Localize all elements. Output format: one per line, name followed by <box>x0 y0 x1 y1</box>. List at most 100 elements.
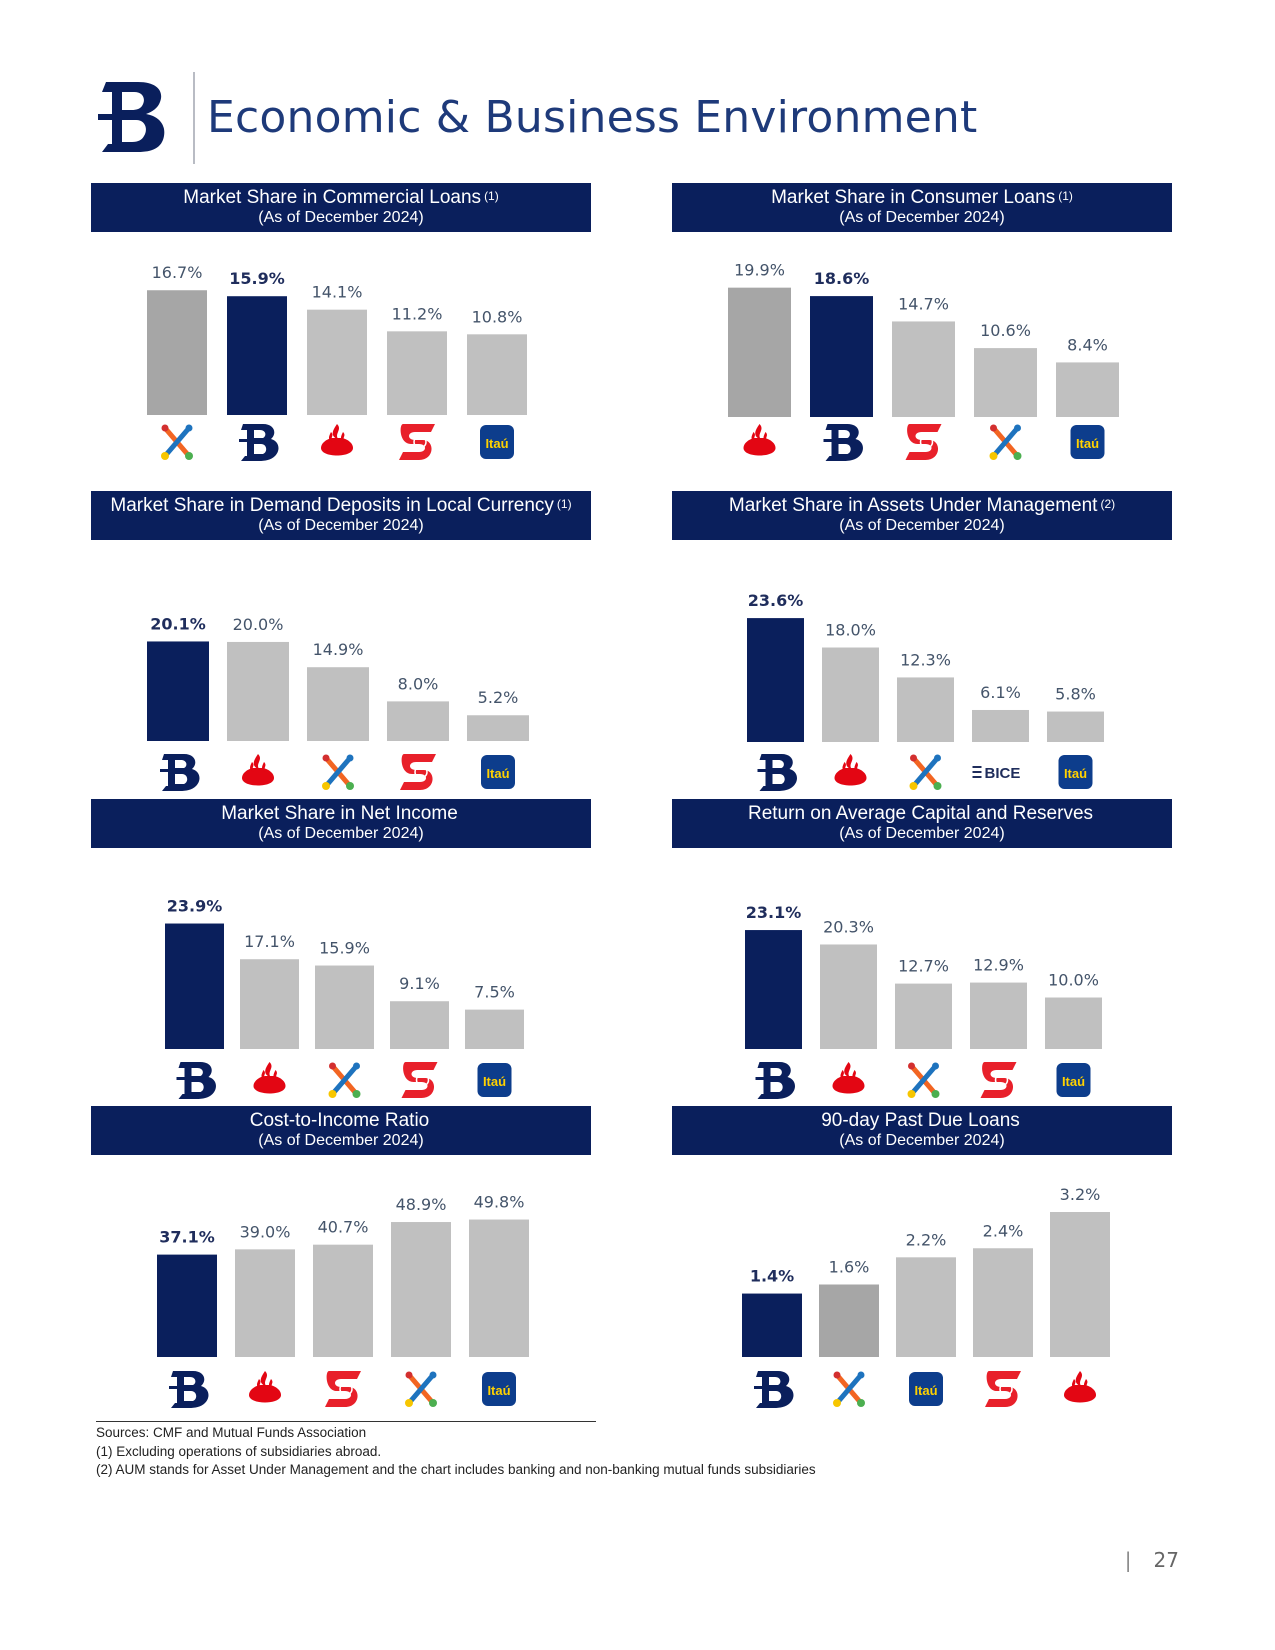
bci-logo-icon <box>989 424 1022 460</box>
data-label: 16.7% <box>152 263 203 282</box>
bar-ita <box>1047 711 1104 742</box>
bar-scotiabank <box>892 321 955 417</box>
data-label: 39.0% <box>240 1222 291 1241</box>
bar-bice <box>972 709 1029 742</box>
footnote-ref: (1) <box>1058 189 1073 203</box>
itau-logo-text: Itaú <box>914 1383 937 1398</box>
bci-logo-icon <box>161 424 193 460</box>
itau-logo-text: Itaú <box>1062 1074 1085 1089</box>
page-title: Economic & Business Environment <box>207 92 978 143</box>
data-label: 1.4% <box>750 1267 794 1286</box>
bar-bci <box>897 677 954 742</box>
data-label: 11.2% <box>392 304 443 323</box>
bar-santander <box>1050 1212 1110 1357</box>
data-label: 18.6% <box>814 269 870 288</box>
panel-subtitle: (As of December 2024) <box>839 825 1005 842</box>
banco-de-chile-logo-icon <box>169 1371 209 1408</box>
itau-logo-text: Itaú <box>1076 436 1099 451</box>
data-label: 23.9% <box>167 897 223 916</box>
data-label: 48.9% <box>396 1195 447 1214</box>
santander-logo-icon <box>743 424 776 456</box>
bar-scotiabank <box>390 1001 449 1049</box>
scotiabank-logo-icon <box>399 424 435 460</box>
itau-logo-text: Itaú <box>485 436 508 451</box>
banco-de-chile-logo-icon <box>754 1371 794 1408</box>
santander-logo-icon <box>253 1062 286 1094</box>
ita-logo-icon: Itaú <box>480 425 514 459</box>
panel-title: Return on Average Capital and Reserves <box>747 803 1094 824</box>
bar-bci <box>895 983 952 1049</box>
data-label: 1.6% <box>829 1258 870 1277</box>
bar-bci <box>819 1284 879 1357</box>
panel-subtitle: (As of December 2024) <box>258 517 424 534</box>
banco-de-chile-logo-icon <box>239 424 279 461</box>
banco-de-chile-logo-icon <box>176 1062 216 1099</box>
data-label: 23.6% <box>748 591 804 610</box>
bar-banco-de-chile <box>165 923 224 1049</box>
data-label: 40.7% <box>318 1218 369 1237</box>
ita-logo-icon: Itaú <box>481 755 515 789</box>
bar-banco-de-chile <box>147 641 209 741</box>
scotiabank-logo-icon <box>401 1062 438 1098</box>
bar-santander <box>728 287 791 417</box>
data-label: 20.1% <box>150 614 206 633</box>
data-label: 23.1% <box>746 903 802 922</box>
footnote-ref: (1) <box>484 189 499 203</box>
itau-logo-text: Itaú <box>486 766 509 781</box>
chart-panel-commercial-loans: Market Share in Commercial Loans (1) (As … <box>91 183 591 483</box>
data-label: 20.0% <box>233 615 284 634</box>
data-label: 5.2% <box>478 688 519 707</box>
bar-ita <box>896 1257 956 1357</box>
chart-panel-demand-deposits: Market Share in Demand Deposits in Local… <box>91 491 591 791</box>
santander-logo-icon <box>242 754 274 786</box>
santander-logo-icon <box>249 1371 281 1403</box>
bar-banco-de-chile <box>747 618 804 742</box>
panel-title: Market Share in Demand Deposits in Local… <box>110 495 554 516</box>
chart-panel-return-on-capital: Return on Average Capital and Reserves (… <box>672 799 1172 1099</box>
bar-ita <box>469 1219 529 1357</box>
itau-logo-text: Itaú <box>487 1383 510 1398</box>
bar-ita <box>1045 997 1102 1049</box>
panel-subtitle: (As of December 2024) <box>839 517 1005 534</box>
bar-scotiabank <box>313 1244 373 1357</box>
data-label: 14.1% <box>312 283 363 302</box>
bar-santander <box>240 959 299 1049</box>
bar-banco-de-chile <box>157 1254 217 1357</box>
chart-panel-cost-to-income: Cost-to-Income Ratio (As of December 202… <box>91 1106 591 1408</box>
ita-logo-icon: Itaú <box>1058 755 1093 789</box>
bar-scotiabank <box>387 701 449 741</box>
panel-header: Cost-to-Income Ratio (As of December 202… <box>91 1106 591 1155</box>
panel-header: Market Share in Demand Deposits in Local… <box>91 491 591 540</box>
data-label: 8.4% <box>1067 335 1108 354</box>
data-label: 3.2% <box>1060 1185 1101 1204</box>
panel-subtitle: (As of December 2024) <box>258 825 424 842</box>
panel-subtitle: (As of December 2024) <box>839 1132 1005 1149</box>
panel-header: Market Share in Consumer Loans (1) (As of… <box>672 183 1172 232</box>
bci-logo-icon <box>907 1062 940 1098</box>
data-label: 9.1% <box>399 974 440 993</box>
bar-santander <box>235 1249 295 1357</box>
chart-panel-consumer-loans: Market Share in Consumer Loans (1) (As of… <box>672 183 1172 483</box>
itau-logo-text: Itaú <box>483 1074 506 1089</box>
bar-banco-de-chile <box>742 1293 802 1357</box>
santander-logo-icon <box>321 424 353 456</box>
data-label: 10.8% <box>472 307 523 326</box>
bar-banco-de-chile <box>810 296 873 417</box>
footnote-1: (1) Excluding operations of subsidiaries… <box>96 1443 382 1459</box>
data-label: 17.1% <box>244 932 295 951</box>
scotiabank-logo-icon <box>980 1062 1017 1098</box>
bar-scotiabank <box>387 331 447 415</box>
panel-header: Return on Average Capital and Reserves (… <box>672 799 1172 848</box>
bar-bci <box>974 348 1037 417</box>
footnote-ref: (1) <box>556 497 572 511</box>
data-label: 2.2% <box>906 1230 947 1249</box>
page-number: | 27 <box>1124 1548 1179 1572</box>
footnote-2: (2) AUM stands for Asset Under Managemen… <box>96 1462 816 1477</box>
scotiabank-logo-icon <box>400 754 436 790</box>
bar-scotiabank <box>973 1248 1033 1357</box>
sources-note: Sources: CMF and Mutual Funds Associatio… <box>96 1425 367 1440</box>
scotiabank-logo-icon <box>325 1371 361 1407</box>
data-label: 14.7% <box>898 294 949 313</box>
bci-logo-icon <box>405 1371 437 1407</box>
bar-santander <box>820 944 877 1049</box>
